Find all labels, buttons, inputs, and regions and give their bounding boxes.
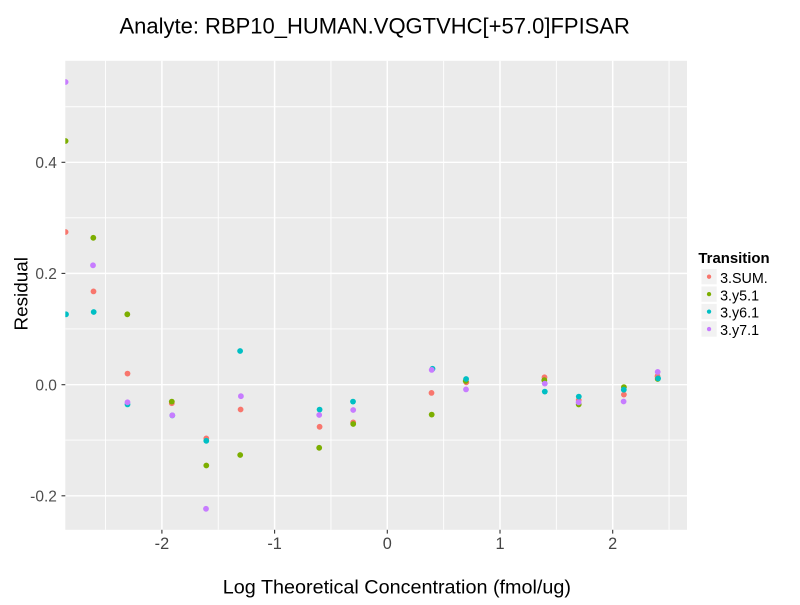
svg-text:-1: -1 [267,535,281,553]
svg-text:1: 1 [495,535,504,553]
svg-text:Residual: Residual [11,257,32,331]
svg-text:0.2: 0.2 [35,266,57,283]
svg-text:0.0: 0.0 [35,378,57,395]
svg-text:3.y6.1: 3.y6.1 [720,306,759,322]
svg-text:3.y5.1: 3.y5.1 [720,288,759,304]
svg-text:3.SUM.: 3.SUM. [720,271,768,287]
svg-text:-0.2: -0.2 [30,489,57,506]
svg-text:-2: -2 [155,535,169,553]
svg-text:Log Theoretical Concentration: Log Theoretical Concentration (fmol/ug) [223,576,571,598]
svg-text:2: 2 [608,535,617,553]
svg-text:Transition: Transition [698,251,769,267]
svg-text:3.y7.1: 3.y7.1 [720,323,759,339]
svg-text:0: 0 [383,535,392,553]
svg-text:Analyte: RBP10_HUMAN.VQGTVHC[+: Analyte: RBP10_HUMAN.VQGTVHC[+57.0]FPISA… [119,14,629,39]
svg-text:0.4: 0.4 [35,155,57,172]
